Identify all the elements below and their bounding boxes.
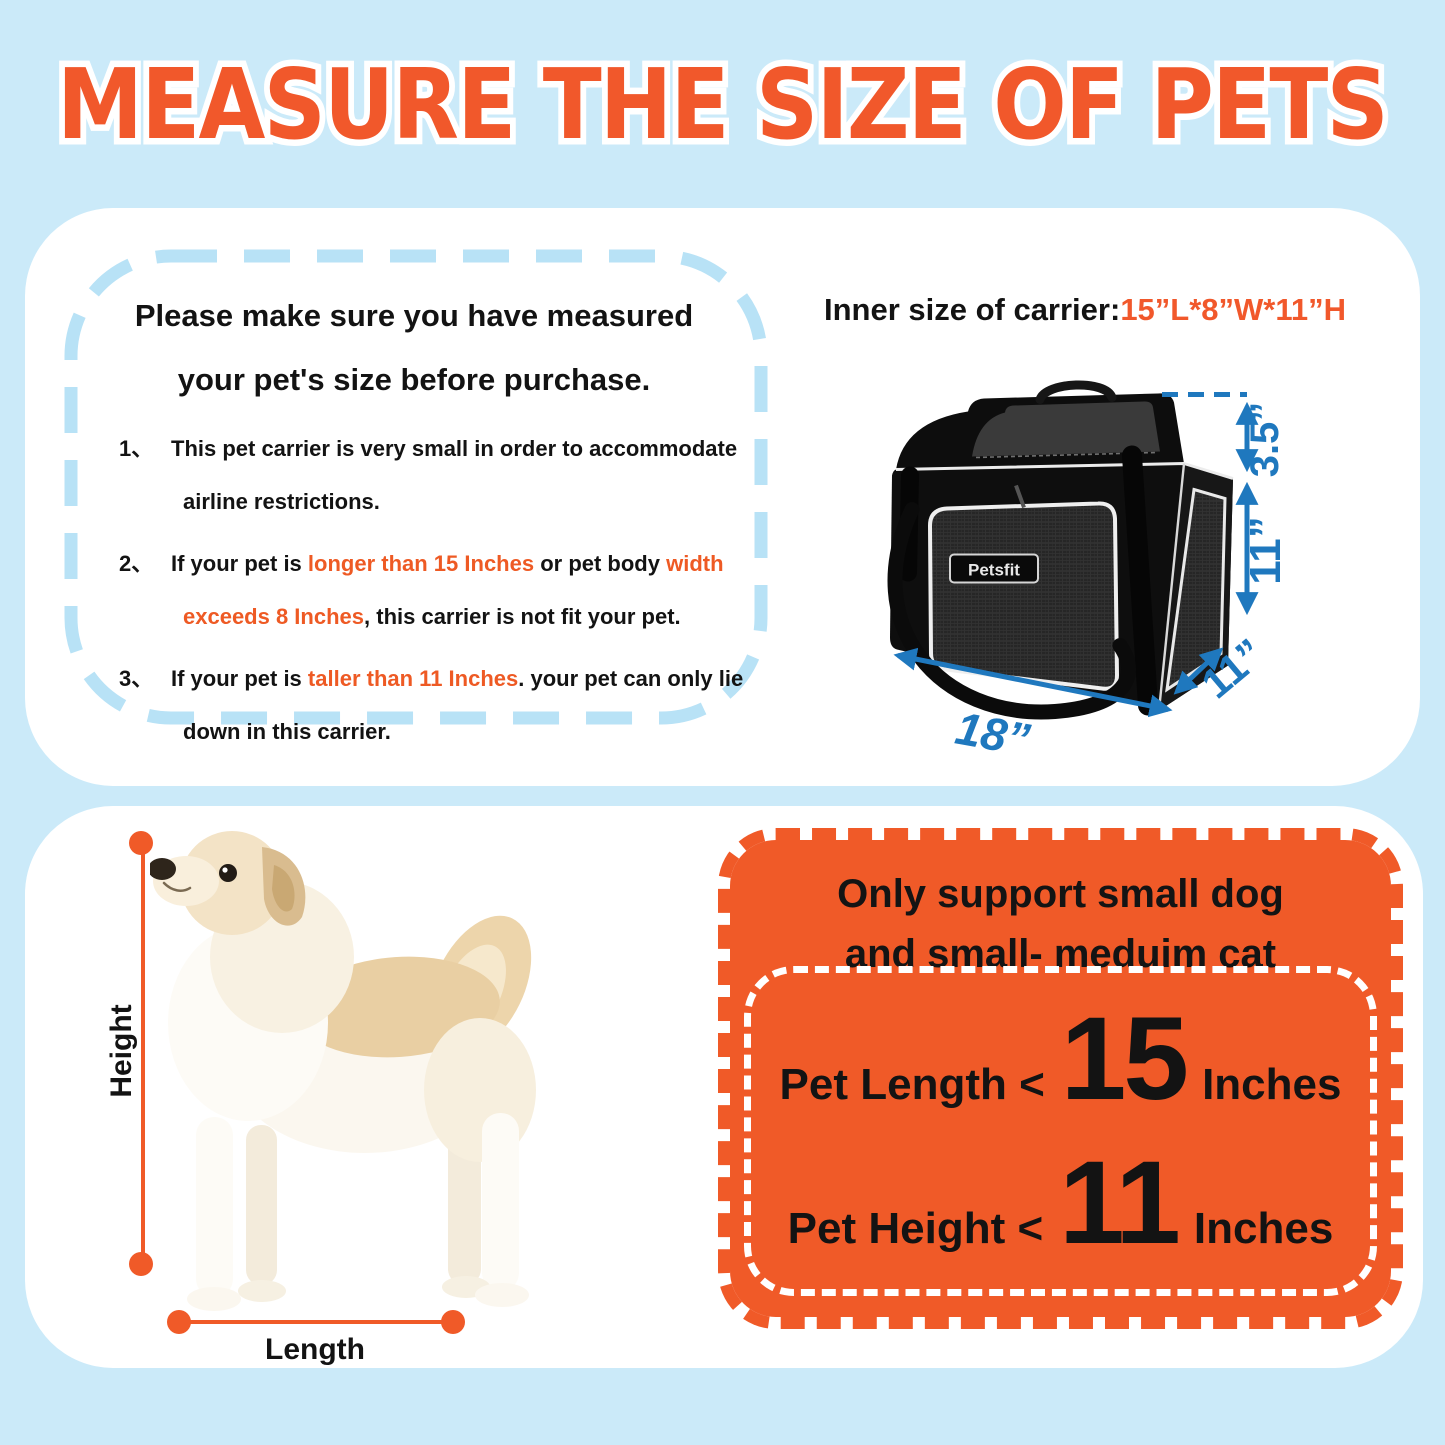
height-label: Height — [105, 1004, 138, 1098]
notice-heading: Please make sure you have measured your … — [80, 284, 748, 412]
notice-heading-line1: Please make sure you have measured — [134, 298, 694, 333]
pet-height-row: Pet Height < 11 Inches — [751, 1144, 1370, 1262]
pet-height-label: Pet Height < — [787, 1204, 1044, 1254]
list-item: 3、 If your pet is taller than 11 Inches.… — [119, 652, 784, 758]
dog-head — [150, 831, 306, 935]
list-item-number: 2、 — [119, 551, 154, 576]
pet-height-unit: Inches — [1193, 1204, 1334, 1254]
notice-list: 1、 This pet carrier is very small in ord… — [119, 422, 784, 767]
height-line-bottom-dot — [129, 1252, 153, 1276]
carrier-dimension-annotations — [893, 392, 1259, 718]
length-line-right-dot — [441, 1310, 465, 1334]
dim-label-top: 3.5” — [1243, 402, 1287, 478]
height-measure-line — [141, 843, 145, 1264]
pet-length-label: Pet Length < — [779, 1059, 1045, 1109]
page-title: MEASURE THE SIZE OF PETS — [57, 48, 1387, 161]
list-item: 2、 If your pet is longer than 15 Inches … — [119, 537, 784, 643]
length-label: Length — [265, 1333, 365, 1366]
dimension-arrow-depth — [1173, 647, 1224, 695]
pet-length-unit: Inches — [1202, 1059, 1342, 1109]
support-heading-line1: Only support small dog — [837, 872, 1284, 916]
pet-carrier-illustration: Petsfit 3.5” 11” 11” 18” — [887, 380, 1290, 766]
support-size-box: Only support small dog and small- meduim… — [718, 828, 1403, 1329]
notice-heading-line2: your pet's size before purchase. — [177, 362, 651, 397]
size-limits-box: Pet Length < 15 Inches Pet Height < 11 I… — [744, 966, 1377, 1296]
page-title-art: MEASURE THE SIZE OF PETS — [51, 42, 1396, 168]
dashed-notice-border — [64, 249, 768, 725]
list-item-number: 1、 — [119, 436, 154, 461]
inner-size-label: Inner size of carrier: — [823, 292, 1121, 327]
list-item-number: 3、 — [119, 666, 154, 691]
measure-notice-panel: Please make sure you have measured your … — [25, 208, 1420, 786]
pet-size-panel: Height Length Only support small dog and… — [25, 806, 1423, 1368]
dog-photo — [150, 831, 536, 1311]
pet-length-row: Pet Length < 15 Inches — [751, 1000, 1370, 1118]
brand-logo: Petsfit — [949, 553, 1039, 584]
dimension-arrow-length — [893, 647, 1173, 718]
dashed-border-rect — [64, 249, 768, 725]
length-measure-line — [178, 1320, 452, 1324]
list-item: 1、 This pet carrier is very small in ord… — [119, 422, 784, 528]
inner-size-heading: Inner size of carrier:15”L*8”W*11”H — [760, 292, 1410, 328]
dim-label-length: 18” — [952, 702, 1034, 766]
brand-logo-text: Petsfit — [968, 561, 1020, 580]
inner-size-value: 15”L*8”W*11”H — [1120, 292, 1347, 327]
pet-length-value: 15 — [1060, 992, 1189, 1125]
dim-label-height: 11” — [1241, 516, 1290, 585]
pet-height-value: 11 — [1059, 1137, 1181, 1270]
